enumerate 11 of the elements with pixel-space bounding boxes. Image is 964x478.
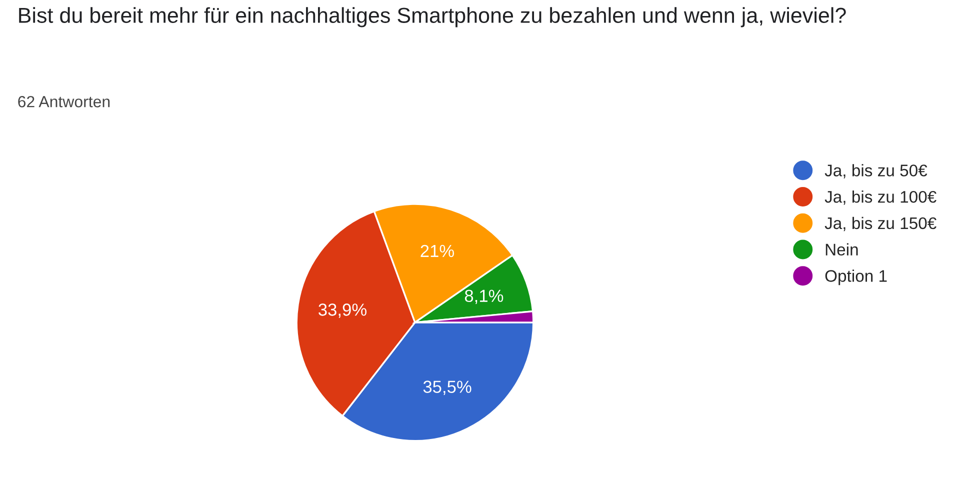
data-label: 35,5% [423, 380, 472, 396]
data-label: 33,9% [318, 304, 366, 318]
chart-title: Bist du bereit mehr für ein nachhaltiges Smartphone zu bezahlen und wenn ja, wieviel? [19, 7, 846, 28]
data-label: 8,1% [464, 290, 504, 304]
legend-label: Ja, bis zu 100€ [824, 190, 936, 205]
legend-label: Nein [826, 243, 858, 256]
data-label: 21% [420, 244, 454, 258]
legend-label: Ja, bis zu 50€ [824, 164, 928, 178]
legend-label: Option 1 [825, 270, 887, 286]
text: 62 Antworten [18, 96, 110, 108]
legend-label: Ja, bis zu 150€ [824, 216, 936, 232]
